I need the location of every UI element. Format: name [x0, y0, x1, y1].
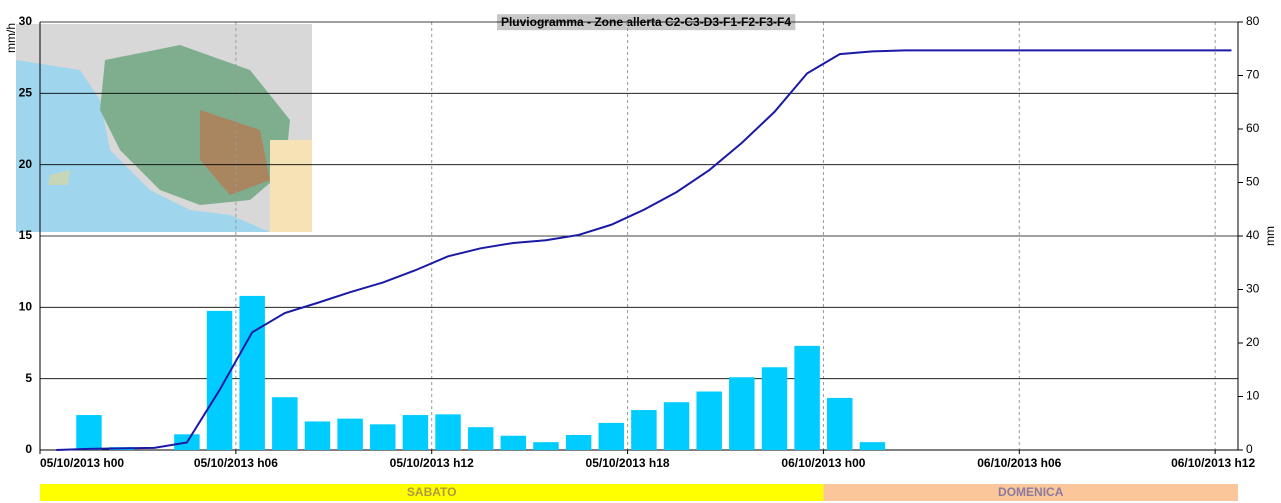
day-label: SABATO	[407, 485, 457, 499]
bar	[663, 402, 690, 450]
bar	[402, 415, 429, 450]
bar	[304, 421, 331, 450]
bar	[631, 410, 657, 450]
y-tick-label: 20	[19, 157, 33, 171]
bar	[533, 442, 559, 450]
y2-tick-label: 10	[1246, 389, 1260, 403]
bar	[827, 397, 853, 450]
y-tick-label: 5	[25, 371, 32, 385]
x-tick-label: 05/10/2013 h18	[586, 456, 670, 470]
y2-tick-label: 60	[1246, 121, 1260, 135]
y-tick-label: 15	[19, 228, 33, 242]
map-inset	[16, 24, 312, 232]
x-tick-label: 05/10/2013 h12	[390, 456, 474, 470]
y2-axis-label: mm	[1263, 226, 1277, 246]
bar	[337, 418, 363, 450]
bar	[696, 391, 722, 450]
x-tick-label: 05/10/2013 h06	[194, 456, 278, 470]
bar	[859, 442, 886, 450]
day-band	[40, 484, 824, 501]
y-tick-label: 0	[25, 442, 32, 456]
y-tick-label: 30	[19, 14, 33, 28]
day-label: DOMENICA	[998, 485, 1064, 499]
bar	[565, 435, 592, 450]
cumulative-line	[56, 49, 1232, 451]
day-band	[823, 484, 1238, 501]
y2-tick-label: 50	[1246, 175, 1260, 189]
x-tick-label: 06/10/2013 h12	[1171, 456, 1255, 470]
y2-tick-label: 20	[1246, 335, 1260, 349]
y-tick-label: 25	[19, 86, 33, 100]
bar	[206, 310, 233, 450]
bar	[370, 424, 396, 450]
bar	[761, 367, 788, 450]
y-tick-label: 10	[19, 300, 33, 314]
bar	[76, 415, 102, 450]
x-tick-label: 06/10/2013 h06	[977, 456, 1061, 470]
y-axis-label: mm/h	[4, 23, 18, 53]
bar	[272, 397, 298, 450]
y2-tick-label: 70	[1246, 68, 1260, 82]
x-tick-label: 06/10/2013 h00	[781, 456, 865, 470]
bar	[435, 414, 461, 450]
y2-tick-label: 30	[1246, 282, 1260, 296]
bar	[239, 295, 265, 450]
bar	[500, 435, 527, 450]
bar	[794, 345, 820, 450]
y2-tick-label: 40	[1246, 228, 1260, 242]
bar	[467, 427, 494, 450]
bar	[598, 422, 624, 450]
bar	[729, 377, 755, 450]
x-tick-label: 05/10/2013 h00	[40, 456, 124, 470]
y2-tick-label: 0	[1246, 442, 1253, 456]
y2-tick-label: 80	[1246, 14, 1260, 28]
